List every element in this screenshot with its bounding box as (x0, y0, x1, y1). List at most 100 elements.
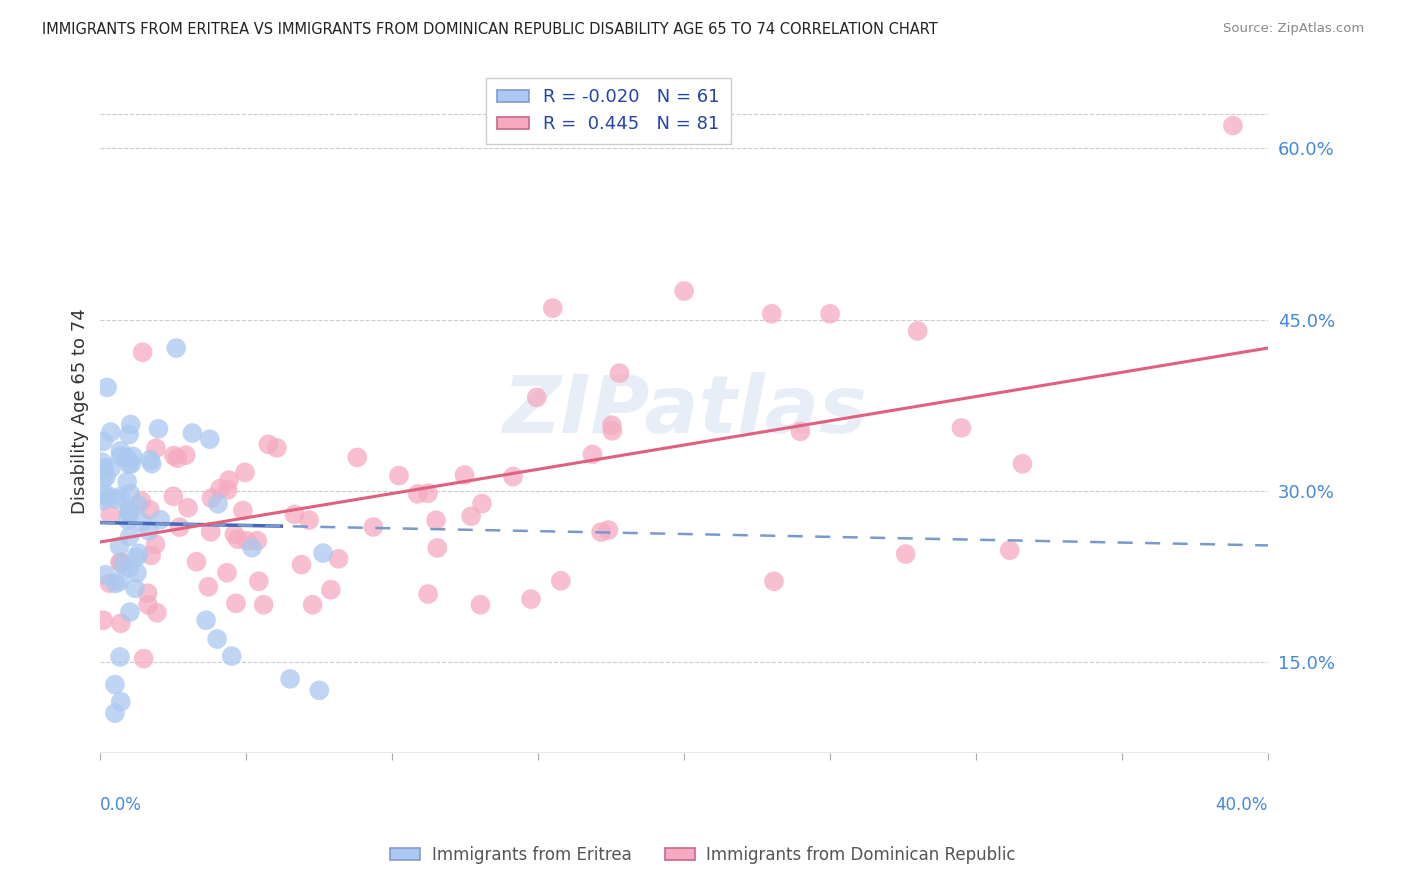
Point (308, 683, 330, 698)
Point (120, 486, 142, 500)
Point (96, 488, 118, 502)
Point (174, 448, 197, 462)
Point (165, 341, 187, 355)
Point (110, 616, 132, 631)
Point (131, 345, 153, 359)
Point (94, 470, 117, 484)
Point (96, 380, 118, 394)
Point (301, 598, 323, 612)
Point (602, 424, 624, 438)
Point (1011, 457, 1033, 471)
Point (278, 672, 301, 686)
Point (416, 486, 439, 500)
Point (471, 497, 494, 511)
Point (240, 541, 263, 555)
Point (225, 596, 247, 610)
Point (141, 457, 163, 471)
Point (169, 520, 191, 534)
Text: IMMIGRANTS FROM ERITREA VS IMMIGRANTS FROM DOMINICAN REPUBLIC DISABILITY AGE 65 : IMMIGRANTS FROM ERITREA VS IMMIGRANTS FR… (42, 22, 938, 37)
Point (907, 324, 929, 338)
Point (163, 449, 186, 463)
Point (312, 546, 335, 560)
Point (120, 457, 142, 471)
Point (96, 491, 118, 505)
Point (426, 541, 449, 555)
Point (177, 500, 200, 515)
Point (91, 472, 114, 486)
Point (110, 490, 132, 504)
Point (132, 651, 155, 665)
Point (1222, 119, 1244, 133)
Point (789, 425, 811, 439)
Point (91, 434, 114, 449)
Point (131, 494, 153, 508)
Point (108, 555, 131, 569)
Point (128, 546, 150, 560)
Point (104, 492, 127, 507)
Text: 40.0%: 40.0% (1216, 797, 1268, 814)
Point (138, 502, 160, 516)
Point (93, 461, 115, 475)
Point (118, 506, 141, 520)
Point (91, 493, 114, 508)
Point (149, 513, 172, 527)
Point (361, 520, 384, 534)
Point (209, 482, 232, 496)
Point (217, 483, 239, 497)
Point (550, 574, 572, 588)
Point (98, 576, 121, 591)
Text: Source: ZipAtlas.com: Source: ZipAtlas.com (1223, 22, 1364, 36)
Point (460, 509, 482, 524)
Point (118, 605, 141, 619)
Point (125, 566, 148, 580)
Point (502, 469, 524, 483)
Point (125, 550, 148, 565)
Text: ZIPatlas: ZIPatlas (502, 372, 866, 450)
Point (148, 422, 170, 436)
Point (198, 432, 221, 446)
Point (526, 391, 548, 405)
Point (100, 461, 122, 475)
Point (117, 513, 139, 527)
Point (591, 525, 613, 540)
Point (131, 515, 153, 529)
Legend: Immigrants from Eritrea, Immigrants from Dominican Republic: Immigrants from Eritrea, Immigrants from… (384, 839, 1022, 871)
Point (218, 473, 240, 487)
Point (609, 366, 631, 380)
Point (406, 487, 429, 501)
Point (252, 598, 274, 612)
Point (950, 421, 973, 435)
Point (91, 455, 114, 469)
Point (600, 418, 623, 433)
Point (541, 301, 564, 315)
Point (290, 558, 312, 572)
Point (762, 574, 785, 589)
Point (197, 580, 219, 594)
Point (110, 555, 132, 569)
Point (98, 508, 121, 522)
Point (94, 567, 117, 582)
Point (145, 442, 167, 456)
Point (120, 417, 142, 432)
Point (246, 533, 269, 548)
Point (200, 524, 222, 539)
Point (108, 539, 131, 553)
Point (124, 582, 146, 596)
Point (388, 468, 411, 483)
Point (284, 508, 307, 522)
Text: 0.0%: 0.0% (100, 797, 142, 814)
Point (266, 441, 288, 455)
Point (416, 587, 439, 601)
Point (319, 582, 342, 597)
Point (111, 558, 134, 572)
Point (166, 451, 188, 466)
Point (118, 427, 141, 442)
Point (818, 307, 841, 321)
Point (425, 513, 447, 527)
Point (118, 457, 141, 471)
Point (236, 533, 259, 548)
Point (100, 425, 122, 439)
Point (146, 606, 169, 620)
Point (186, 555, 208, 569)
Point (673, 284, 696, 298)
